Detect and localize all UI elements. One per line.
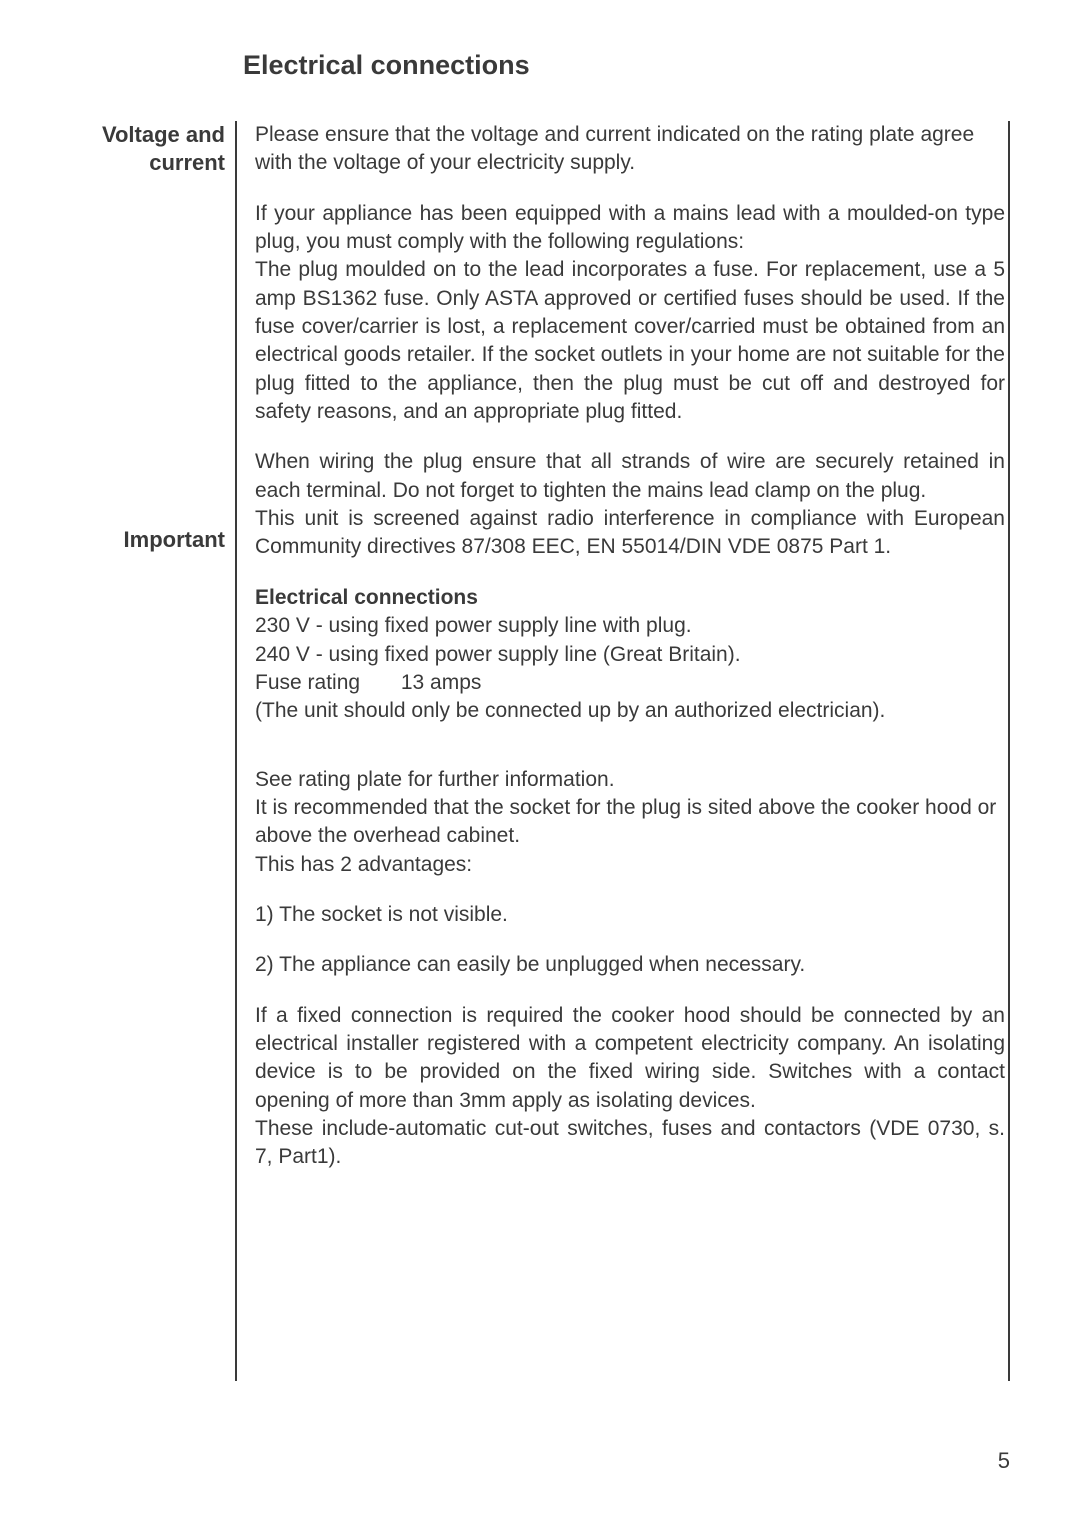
- sidebar-spacer: [70, 176, 225, 526]
- paragraph-2: If your appliance has been equipped with…: [255, 200, 1005, 427]
- paragraph-5b: It is recommended that the socket for th…: [255, 796, 996, 847]
- sidebar-label-voltage: Voltage and current: [70, 121, 225, 176]
- paragraph-4a: 230 V - using fixed power supply line wi…: [255, 614, 692, 637]
- sidebar-label-important: Important: [70, 526, 225, 554]
- content-wrapper: Voltage and current Important Please ens…: [70, 121, 1010, 1194]
- paragraph-1: Please ensure that the voltage and curre…: [255, 121, 1005, 178]
- paragraph-5: See rating plate for further information…: [255, 766, 1005, 879]
- paragraph-7: 2) The appliance can easily be unplugged…: [255, 951, 1005, 979]
- paragraph-4d: (The unit should only be connected up by…: [255, 699, 885, 722]
- sidebar-column: Voltage and current Important: [70, 121, 235, 1194]
- fuse-line: Fuse rating 13 amps: [255, 669, 481, 697]
- subheading-electrical: Electrical connections: [255, 586, 478, 609]
- paragraph-5a: See rating plate for further information…: [255, 768, 615, 791]
- sidebar-label-line1: Voltage and: [102, 122, 225, 147]
- page-title: Electrical connections: [243, 50, 1010, 81]
- page-container: Electrical connections Voltage and curre…: [0, 0, 1080, 1244]
- paragraph-3b: This unit is screened against radio inte…: [255, 507, 1005, 558]
- main-column: Please ensure that the voltage and curre…: [235, 121, 1010, 1194]
- paragraph-2a: If your appliance has been equipped with…: [255, 202, 1005, 253]
- paragraph-3: When wiring the plug ensure that all str…: [255, 448, 1005, 561]
- sidebar-label-line2: current: [149, 150, 225, 175]
- paragraph-8: If a fixed connection is required the co…: [255, 1002, 1005, 1172]
- divider-right: [1008, 121, 1010, 1381]
- paragraph-4: Electrical connections 230 V - using fix…: [255, 584, 1005, 726]
- paragraph-5c: This has 2 advantages:: [255, 853, 472, 876]
- page-number: 5: [998, 1448, 1010, 1474]
- paragraph-8b: These include-automatic cut-out switches…: [255, 1117, 1005, 1168]
- paragraph-8a: If a fixed connection is required the co…: [255, 1004, 1005, 1112]
- paragraph-6: 1) The socket is not visible.: [255, 901, 1005, 929]
- fuse-value: 13 amps: [401, 671, 482, 694]
- paragraph-3a: When wiring the plug ensure that all str…: [255, 450, 1005, 501]
- paragraph-4b: 240 V - using fixed power supply line (G…: [255, 643, 741, 666]
- paragraph-2b: The plug moulded on to the lead incorpor…: [255, 258, 1005, 423]
- fuse-label: Fuse rating: [255, 669, 395, 697]
